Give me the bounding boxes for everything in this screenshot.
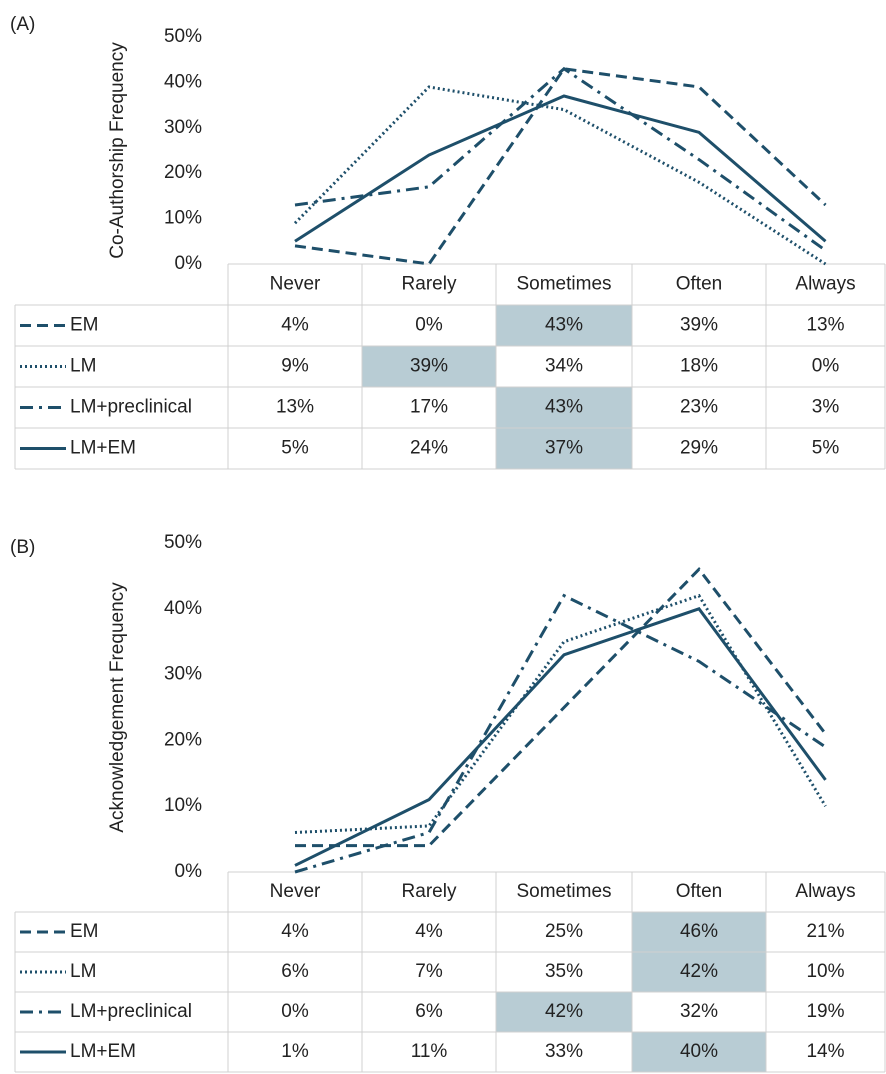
value-label: 37% (545, 438, 583, 459)
y-axis-title: Acknowledgement Frequency (107, 582, 128, 833)
value-label: 0% (812, 356, 840, 377)
panel-label: (A) (10, 14, 35, 35)
value-label: 34% (545, 356, 583, 377)
highlight-cell (362, 346, 496, 387)
column-header: Never (270, 274, 321, 295)
column-header: Rarely (402, 881, 457, 902)
value-label: 4% (281, 315, 309, 336)
legend-label: LM (70, 961, 96, 982)
value-label: 35% (545, 961, 583, 982)
value-label: 21% (806, 921, 844, 942)
value-label: 13% (806, 315, 844, 336)
value-label: 10% (806, 961, 844, 982)
y-tick-label: 40% (164, 598, 202, 619)
highlight-cell (496, 387, 632, 428)
value-label: 33% (545, 1041, 583, 1062)
value-label: 39% (410, 356, 448, 377)
y-tick-label: 50% (164, 26, 202, 47)
value-label: 6% (281, 961, 309, 982)
y-axis-title: Co-Authorship Frequency (107, 42, 128, 259)
legend-label: EM (70, 315, 99, 336)
highlight-cell (632, 952, 766, 992)
legend-label: LM+EM (70, 1041, 136, 1062)
series-line (294, 66, 827, 252)
series-line (294, 67, 827, 266)
value-label: 5% (812, 438, 840, 459)
column-header: Always (795, 274, 855, 295)
value-label: 40% (680, 1041, 718, 1062)
y-tick-label: 20% (164, 729, 202, 750)
highlight-cell (632, 1032, 766, 1072)
value-label: 43% (545, 315, 583, 336)
legend-label: LM+preclinical (70, 1001, 192, 1022)
value-label: 17% (410, 397, 448, 418)
value-label: 42% (680, 961, 718, 982)
value-label: 29% (680, 438, 718, 459)
y-tick-label: 50% (164, 532, 202, 553)
y-tick-label: 0% (175, 861, 203, 882)
series-line (295, 567, 827, 848)
y-tick-label: 30% (164, 117, 202, 138)
y-tick-label: 30% (164, 664, 202, 685)
series-line (294, 94, 827, 243)
value-label: 3% (812, 397, 840, 418)
series-line (293, 85, 827, 266)
highlight-cell (496, 992, 632, 1032)
value-label: 18% (680, 356, 718, 377)
column-header: Sometimes (516, 881, 611, 902)
panel-label: (B) (10, 537, 35, 558)
value-label: 42% (545, 1001, 583, 1022)
column-header: Rarely (402, 274, 457, 295)
column-header: Always (795, 881, 855, 902)
highlight-cell (632, 912, 766, 952)
value-label: 13% (276, 397, 314, 418)
value-label: 7% (415, 961, 443, 982)
value-label: 25% (545, 921, 583, 942)
legend-label: LM+EM (70, 438, 136, 459)
column-header: Often (676, 274, 722, 295)
value-label: 19% (806, 1001, 844, 1022)
value-label: 4% (415, 921, 443, 942)
y-tick-label: 0% (175, 253, 203, 274)
series-line (294, 607, 827, 867)
value-label: 43% (545, 397, 583, 418)
value-label: 0% (281, 1001, 309, 1022)
value-label: 9% (281, 356, 309, 377)
value-label: 14% (806, 1041, 844, 1062)
highlight-cell (496, 305, 632, 346)
highlight-cell (496, 428, 632, 469)
value-label: 1% (281, 1041, 309, 1062)
value-label: 32% (680, 1001, 718, 1022)
series-line (294, 593, 827, 874)
y-tick-label: 20% (164, 162, 202, 183)
value-label: 39% (680, 315, 718, 336)
y-tick-label: 10% (164, 795, 202, 816)
value-label: 6% (415, 1001, 443, 1022)
column-header: Never (270, 881, 321, 902)
value-label: 23% (680, 397, 718, 418)
column-header: Sometimes (516, 274, 611, 295)
value-label: 0% (415, 315, 443, 336)
value-label: 5% (281, 438, 309, 459)
value-label: 46% (680, 921, 718, 942)
legend-label: EM (70, 921, 99, 942)
column-header: Often (676, 881, 722, 902)
legend-label: LM (70, 356, 96, 377)
value-label: 4% (281, 921, 309, 942)
value-label: 11% (411, 1041, 448, 1062)
legend-label: LM+preclinical (70, 397, 192, 418)
y-tick-label: 40% (164, 71, 202, 92)
value-label: 24% (410, 438, 448, 459)
y-tick-label: 10% (164, 208, 202, 229)
